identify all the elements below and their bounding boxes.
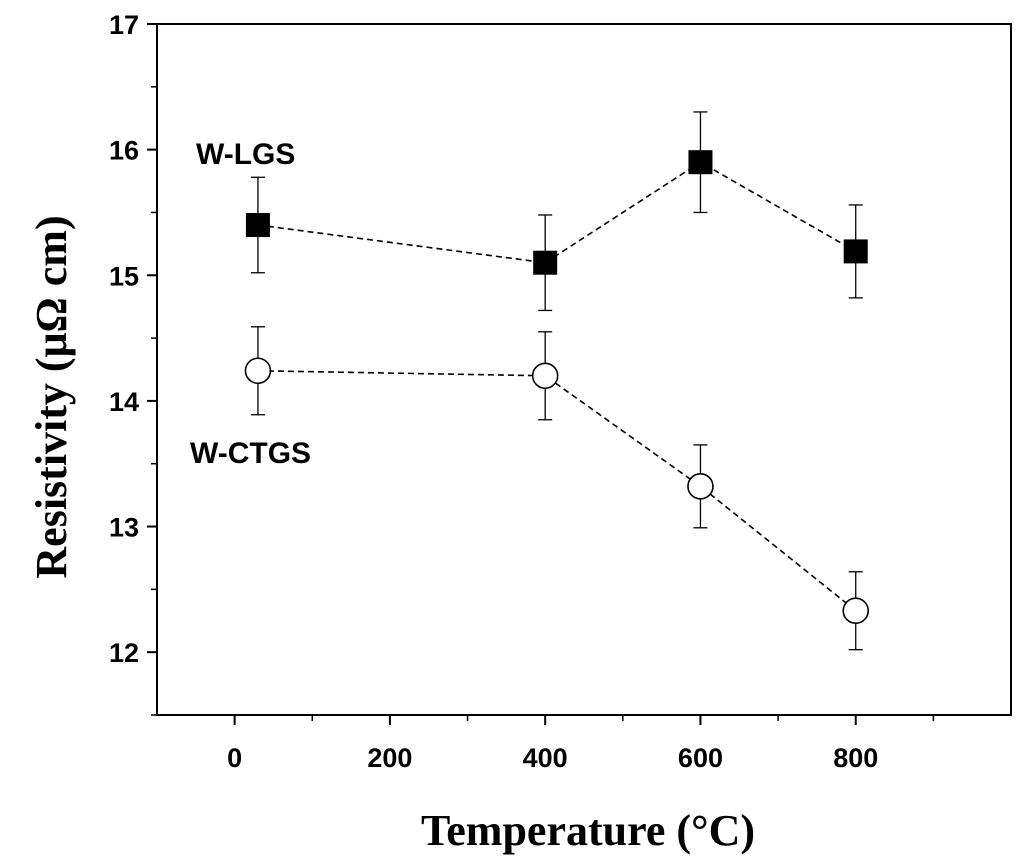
x-axis-title: Temperature (°C) [421,806,755,855]
x-tick-label: 800 [833,743,878,773]
x-tick-label: 600 [678,743,723,773]
series-label-w-lgs: W-LGS [196,138,295,171]
axes: 0 200 400 600 800 12 13 14 15 16 17 [109,10,1012,773]
x-tick-label: 0 [227,743,242,773]
data-point [244,357,272,385]
series-w-ctgs [244,326,870,651]
data-point [245,213,270,238]
series-layer [244,111,870,651]
data-point [533,250,558,275]
data-point [843,239,868,264]
series-label-w-ctgs: W-CTGS [190,437,311,470]
series-w-lgs [245,111,868,312]
data-point [688,150,713,175]
data-point [531,362,559,390]
y-tick-label: 17 [109,10,139,40]
y-tick-label: 12 [109,638,139,668]
y-tick-label: 14 [109,387,139,417]
y-tick-label: 15 [109,261,139,291]
series-line [257,161,857,264]
y-tick-label: 16 [109,136,139,166]
data-point [687,473,714,500]
plot-frame [156,23,1012,716]
data-point [842,597,870,625]
x-tick-label: 200 [367,743,412,773]
y-tick-label: 13 [109,513,139,543]
series-line [257,369,857,612]
x-tick-label: 400 [523,743,568,773]
y-axis-title: Resistivity (μΩ cm) [27,215,76,578]
